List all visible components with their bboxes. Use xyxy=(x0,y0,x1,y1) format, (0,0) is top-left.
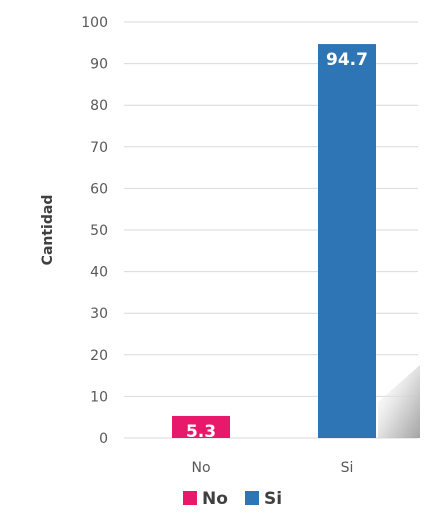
legend-label: No xyxy=(202,489,228,509)
y-axis-label: Cantidad xyxy=(40,195,56,266)
y-tick-label: 30 xyxy=(90,306,108,322)
y-axis-ticks: 0 10 20 30 40 50 60 70 80 90 100 xyxy=(81,15,108,447)
legend-label: Si xyxy=(264,489,282,509)
y-tick-label: 80 xyxy=(90,98,108,114)
legend-swatch xyxy=(183,491,197,505)
data-label: 94.7 xyxy=(326,50,368,70)
legend-swatch xyxy=(245,491,259,505)
y-tick-label: 20 xyxy=(90,348,108,364)
y-tick-label: 0 xyxy=(99,431,108,447)
x-tick-label: No xyxy=(191,460,210,476)
data-label: 5.3 xyxy=(186,422,216,442)
y-tick-label: 90 xyxy=(90,57,108,73)
y-tick-label: 10 xyxy=(90,389,108,405)
y-tick-label: 100 xyxy=(81,15,108,31)
x-tick-label: Si xyxy=(341,460,354,476)
bar-si xyxy=(318,44,376,438)
bar-no xyxy=(172,415,230,438)
decorative-shadow xyxy=(378,365,420,438)
y-tick-label: 70 xyxy=(90,140,108,156)
bars: 5.3 94.7 xyxy=(172,44,376,442)
x-axis-ticks: No Si xyxy=(191,460,353,476)
legend: No Si xyxy=(183,489,282,509)
y-tick-label: 40 xyxy=(90,265,108,281)
y-tick-label: 60 xyxy=(90,181,108,197)
y-tick-label: 50 xyxy=(90,223,108,239)
